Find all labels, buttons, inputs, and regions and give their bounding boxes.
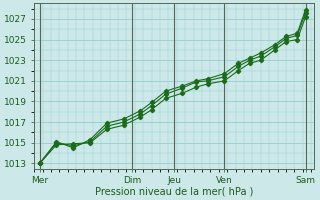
- X-axis label: Pression niveau de la mer( hPa ): Pression niveau de la mer( hPa ): [95, 187, 253, 197]
